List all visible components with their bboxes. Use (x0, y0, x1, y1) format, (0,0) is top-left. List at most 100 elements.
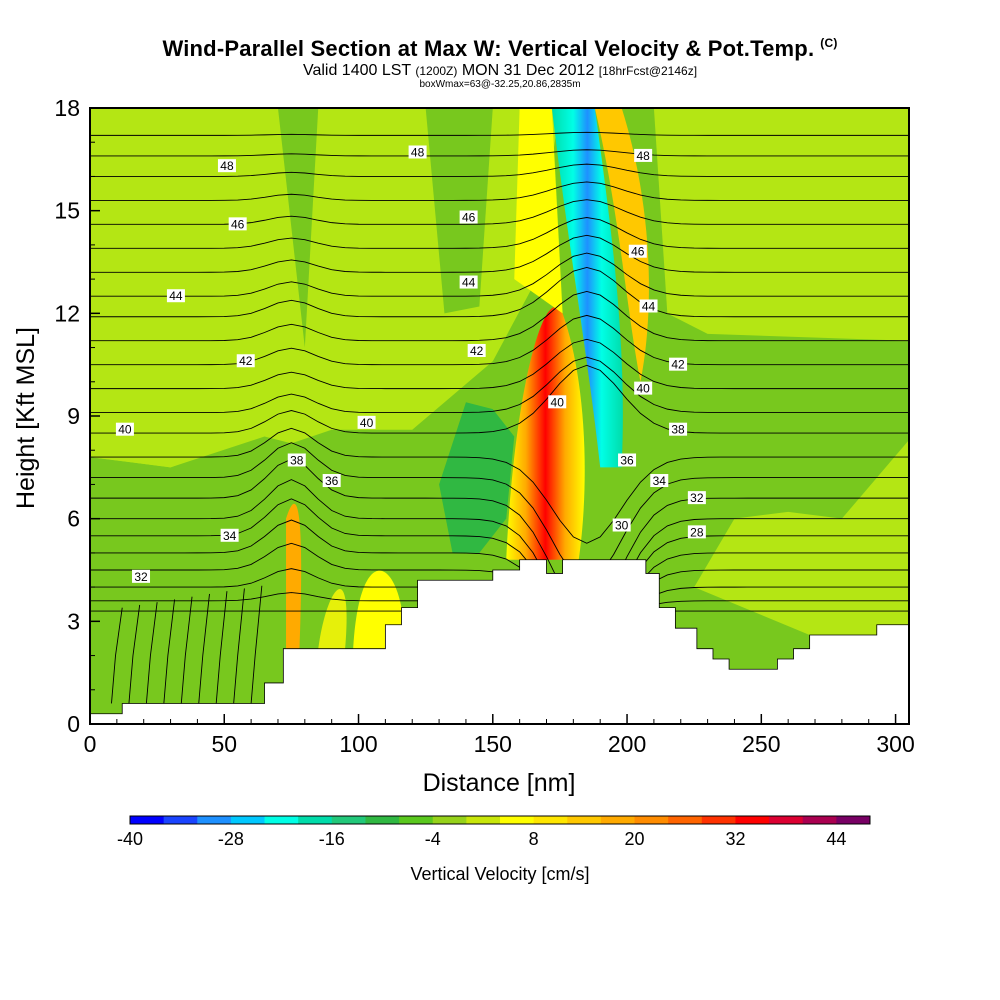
theta-contour (90, 442, 909, 583)
colorbar-swatch (735, 816, 770, 824)
shade-lower-right (694, 439, 909, 636)
y-axis: 0 3 6 9 12 15 18 (54, 95, 100, 737)
theta-contour (90, 163, 909, 177)
vertical-velocity-shading (90, 108, 909, 724)
contour-label-box (408, 145, 427, 159)
x-tick-label: 150 (474, 731, 512, 757)
theta-contour (198, 593, 210, 704)
colorbar-swatch (533, 816, 568, 824)
contour-label-text: 32 (134, 570, 148, 584)
colorbar-swatch (701, 816, 736, 824)
theta-contour (90, 199, 909, 225)
contour-label-box (634, 148, 653, 162)
contour-label-box (228, 217, 247, 231)
theta-contour (90, 314, 909, 366)
theta-contour (90, 181, 909, 201)
colorbar-swatch (769, 816, 804, 824)
contour-label-text: 40 (551, 395, 565, 409)
shade-updraft-top (514, 108, 563, 314)
contour-label-text: 40 (360, 416, 374, 430)
theta-contour (90, 149, 909, 157)
colorbar-tick-label: 8 (529, 829, 539, 849)
colorbar-swatch (600, 816, 636, 824)
contour-label-text: 38 (671, 423, 685, 437)
theta-contour (90, 252, 909, 297)
plot-field: 48 48 48 46 46 46 44 44 44 42 42 42 40 40 40 40 38 38 36 36… (90, 108, 909, 724)
contour-label-box (687, 491, 706, 505)
colorbar-swatch (500, 816, 535, 824)
contour-label: 48 (634, 148, 653, 163)
contour-label: 32 (687, 491, 706, 505)
contour-label: 42 (236, 354, 255, 368)
contour-label-box (639, 299, 658, 313)
contour-label-text: 46 (631, 245, 645, 259)
shade-lower-left (90, 546, 265, 724)
colorbar-swatch (163, 816, 198, 824)
theta-contour (90, 234, 909, 273)
contour-label: 40 (357, 415, 376, 430)
contour-label-text: 48 (636, 149, 650, 163)
contour-label: 46 (228, 217, 247, 231)
contour-label: 36 (618, 453, 637, 467)
shade-lee-updraft (286, 503, 302, 649)
colorbar-tick-label: -28 (218, 829, 244, 849)
theta-contour (90, 290, 909, 342)
contour-label-box (217, 159, 236, 173)
valid-utc: (1200Z) (415, 64, 458, 78)
colorbar-swatch (298, 816, 333, 824)
contour-label-text: 34 (653, 474, 667, 488)
x-tick-label: 250 (742, 731, 780, 757)
contour-label-text: 44 (169, 289, 183, 303)
shade-upper-updraft-right (594, 108, 649, 382)
y-tick-label: 12 (54, 300, 80, 326)
contour-label-box (687, 525, 706, 539)
contour-label-text: 36 (325, 474, 339, 488)
contour-label-text: 30 (615, 519, 629, 533)
contour-label: 34 (220, 528, 239, 543)
contour-label-text: 42 (470, 344, 484, 358)
contour-label-box (467, 343, 486, 357)
contour-label-box (650, 474, 669, 488)
forecast-info: [18hrFcst@2146z] (598, 64, 698, 78)
theta-contour (90, 519, 909, 652)
contour-label: 28 (687, 525, 706, 539)
contour-label: 42 (669, 357, 688, 372)
contour-label-box (287, 453, 306, 467)
theta-contour (90, 364, 909, 434)
valid-prefix: Valid 1400 LST (302, 62, 411, 79)
shade-stripe-2 (425, 108, 493, 314)
copyright-mark: (C) (820, 36, 838, 50)
y-tick-label: 18 (54, 95, 80, 121)
theta-contour (90, 458, 909, 616)
x-tick-label: 200 (608, 731, 646, 757)
y-axis-title: Height [Kft MSL] (12, 327, 40, 509)
colorbar-swatch (466, 816, 501, 824)
colorbar-swatch (399, 816, 434, 824)
colorbar-swatch (432, 816, 467, 824)
contour-label: 30 (612, 518, 631, 533)
contour-label: 44 (166, 289, 185, 303)
chart-title-text: Wind-Parallel Section at Max W: Vertical… (162, 36, 815, 61)
colorbar-title: Vertical Velocity [cm/s] (410, 864, 589, 884)
contour-label: 38 (287, 453, 306, 467)
contour-label-text: 40 (636, 382, 650, 396)
y-tick-label: 3 (67, 608, 80, 634)
contour-label: 40 (634, 381, 653, 396)
contour-label-text: 36 (620, 453, 634, 467)
contour-label-group: 48 48 48 46 46 46 44 44 44 42 42 42 40 40 40 40 38 38 36 36… (115, 145, 706, 584)
contour-label-box (459, 275, 478, 289)
y-tick-label: 6 (67, 506, 80, 532)
contour-label-box (612, 518, 631, 532)
contour-label: 38 (669, 422, 688, 437)
colorbar-swatch (331, 816, 366, 824)
theta-contour (90, 217, 909, 249)
chart-title: Wind-Parallel Section at Max W: Vertical… (0, 36, 1000, 62)
shade-downdraft-band (551, 108, 623, 468)
contour-label-box (548, 395, 567, 409)
colorbar-frame (129, 815, 871, 825)
theta-contour (180, 596, 193, 704)
colorbar-tick-label: 44 (826, 829, 846, 849)
y-tick-label: 0 (67, 711, 80, 737)
colorbar-swatch (802, 816, 837, 824)
colorbar-swatch (130, 816, 165, 824)
